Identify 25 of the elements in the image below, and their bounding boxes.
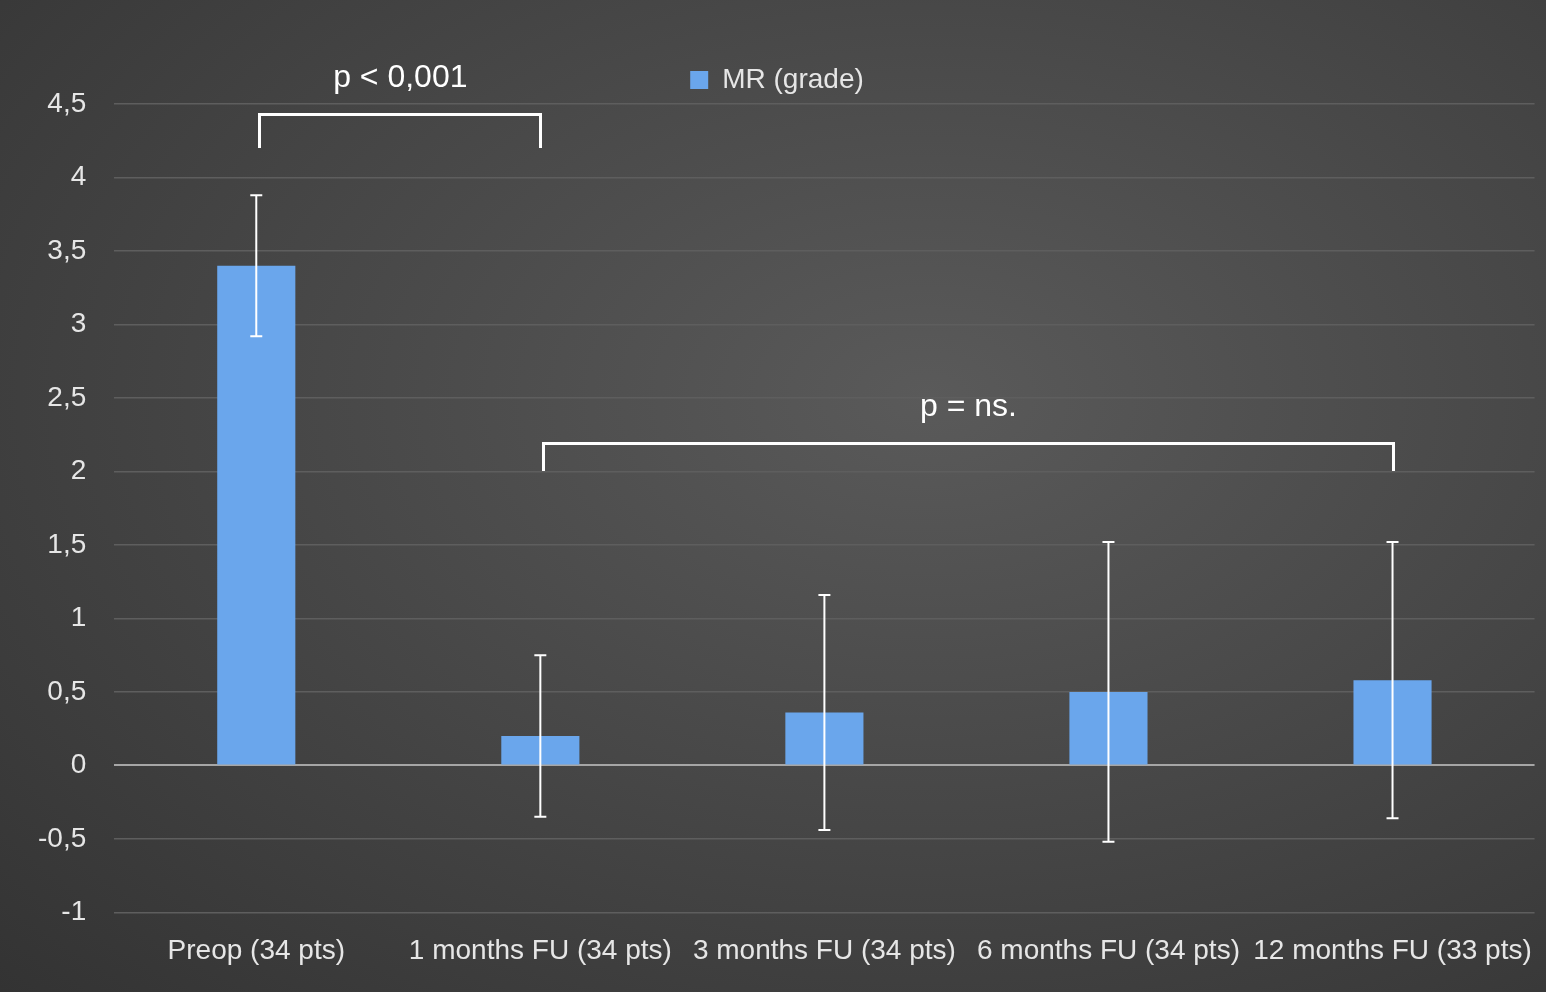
y-tick-label: 1,5 xyxy=(47,527,87,559)
x-tick-label: 12 months FU (33 pts) xyxy=(1253,933,1532,965)
bar xyxy=(217,265,296,765)
bar xyxy=(785,712,864,765)
bar xyxy=(501,736,580,765)
y-tick-label: 3 xyxy=(70,307,87,339)
x-tick-label: Preop (34 pts) xyxy=(167,933,345,965)
bar xyxy=(1353,680,1432,765)
y-tick-label: 0 xyxy=(70,748,87,780)
y-tick-label: -0,5 xyxy=(38,821,87,853)
legend-label: MR (grade) xyxy=(722,62,864,94)
text: p < 0,001 xyxy=(333,57,468,95)
y-tick-label: 3,5 xyxy=(47,233,87,265)
y-tick-label: 2 xyxy=(70,454,87,486)
y-tick-label: 0,5 xyxy=(47,674,87,706)
y-tick-label: 2,5 xyxy=(47,380,87,412)
y-tick-label: 1 xyxy=(70,601,87,633)
x-tick-label: 3 months FU (34 pts) xyxy=(692,933,956,965)
y-tick-label: 4 xyxy=(70,160,87,192)
y-tick-label: -1 xyxy=(61,895,87,927)
bar xyxy=(1069,691,1148,765)
y-tick-label: 4,5 xyxy=(47,86,87,118)
x-tick-label: 6 months FU (34 pts) xyxy=(976,933,1240,965)
annotation: p = ns. xyxy=(919,387,1017,425)
x-tick-label: 1 months FU (34 pts) xyxy=(408,933,672,965)
